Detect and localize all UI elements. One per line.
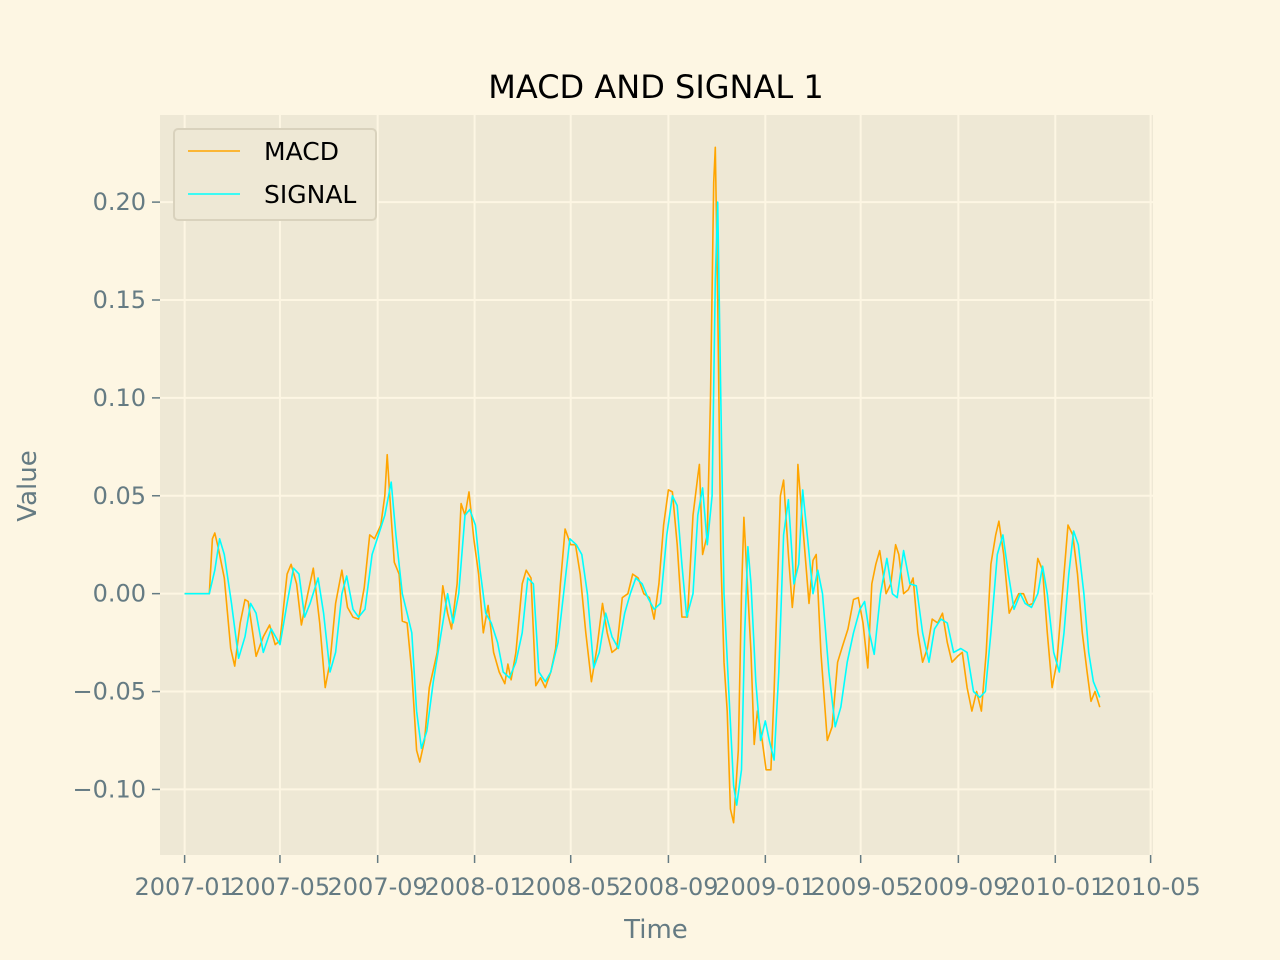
- x-tick-label: 2010-01: [1005, 873, 1105, 901]
- legend-label-signal: SIGNAL: [264, 180, 356, 209]
- grid-lines: [160, 115, 1153, 855]
- chart-title: MACD AND SIGNAL 1: [488, 68, 823, 106]
- x-tick-label: 2007-05: [230, 873, 330, 901]
- x-tick-label: 2008-09: [618, 873, 718, 901]
- series-lines: [184, 146, 1101, 824]
- y-tick-label: 0.15: [93, 286, 146, 314]
- plot-area: [160, 115, 1153, 855]
- legend-label-macd: MACD: [264, 137, 339, 166]
- x-tick-label: 2007-01: [134, 873, 234, 901]
- x-axis-ticks: 2007-012007-052007-092008-012008-052008-…: [134, 855, 1201, 901]
- x-tick-label: 2008-05: [521, 873, 621, 901]
- series-line-signal: [184, 201, 1101, 806]
- x-tick-label: 2010-05: [1100, 873, 1200, 901]
- y-axis-label: Value: [13, 450, 43, 521]
- legend: MACD SIGNAL: [173, 128, 377, 221]
- x-axis-label: Time: [623, 915, 688, 945]
- x-tick-label: 2009-01: [715, 873, 815, 901]
- x-tick-label: 2008-01: [424, 873, 524, 901]
- y-tick-label: 0.20: [93, 188, 146, 216]
- x-tick-label: 2009-09: [908, 873, 1008, 901]
- x-tick-label: 2009-05: [811, 873, 911, 901]
- y-tick-label: 0.05: [93, 482, 146, 510]
- y-tick-label: 0.10: [93, 384, 146, 412]
- y-axis-ticks: −0.10 −0.05 0.00 0.05 0.10 0.15 0.20: [72, 188, 160, 803]
- series-line-macd: [184, 146, 1101, 824]
- y-tick-label: −0.10: [72, 775, 146, 803]
- x-tick-label: 2007-09: [328, 873, 428, 901]
- y-tick-label: −0.05: [72, 678, 146, 706]
- y-tick-label: 0.00: [93, 580, 146, 608]
